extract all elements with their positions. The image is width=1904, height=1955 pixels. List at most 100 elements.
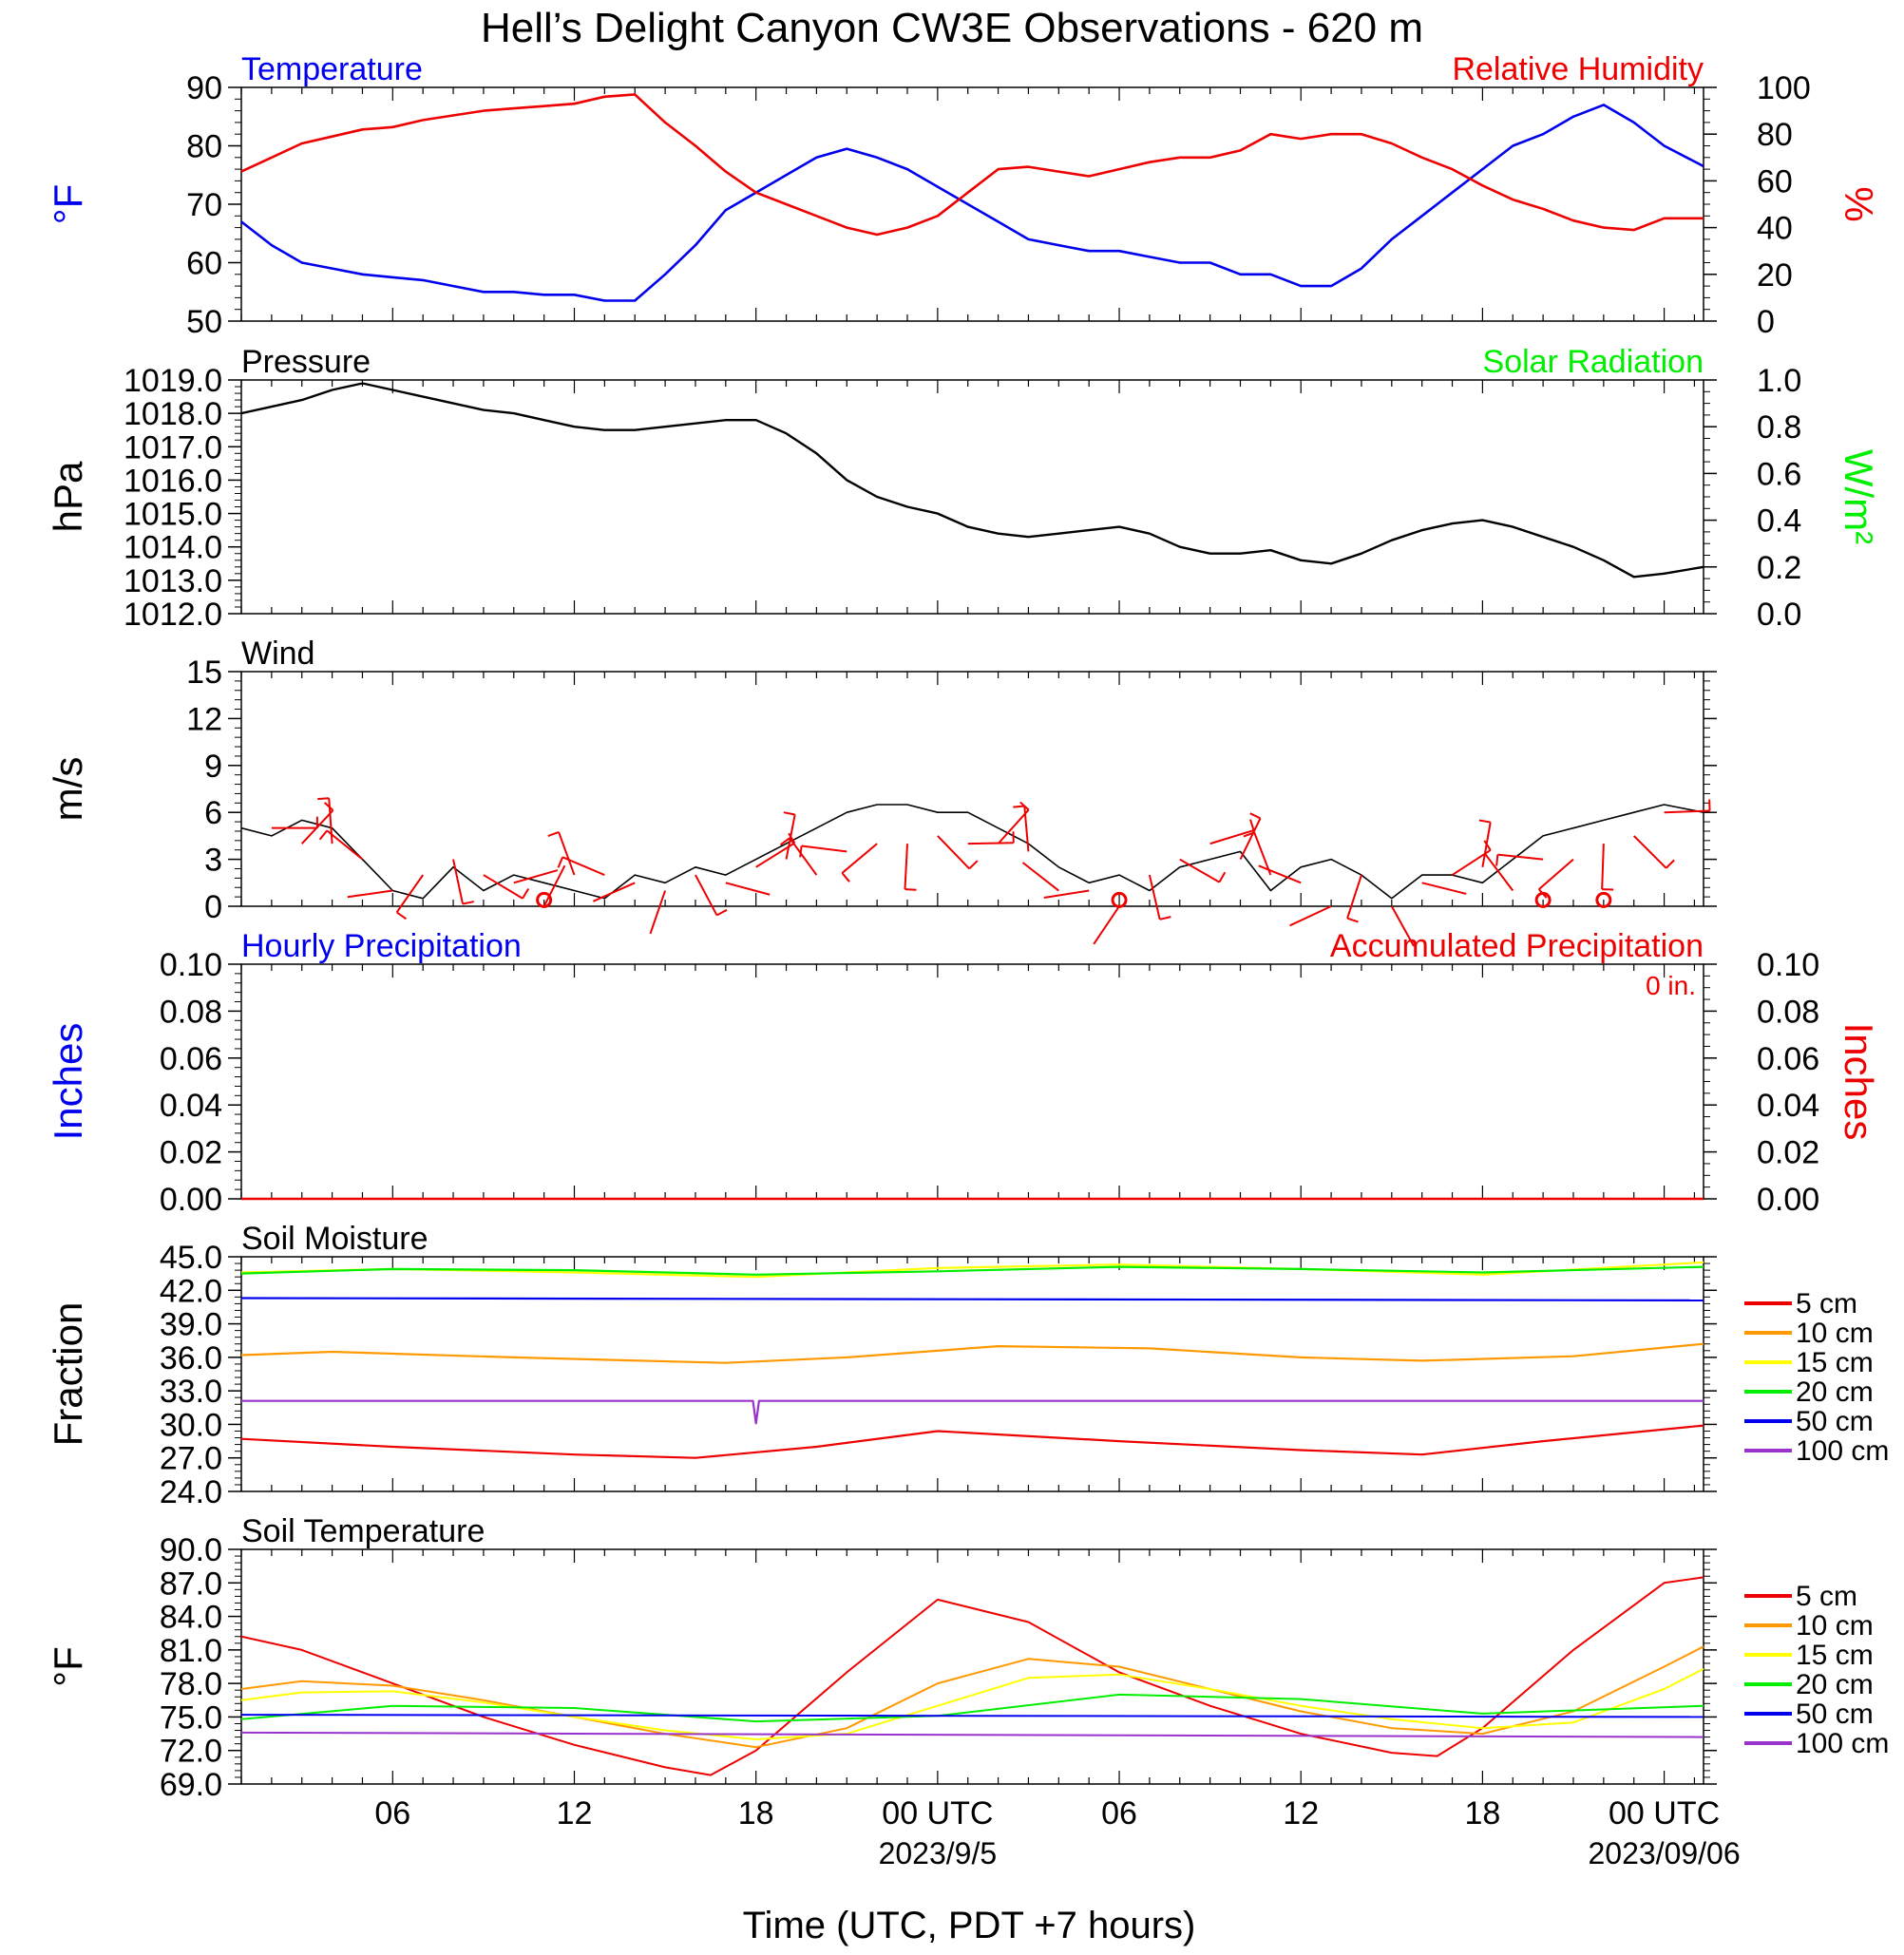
y-tick-label: 3 xyxy=(204,843,222,879)
wind-barb-flag xyxy=(716,908,728,917)
y-tick-label: 6 xyxy=(204,795,222,831)
temp_rh-series-1 xyxy=(240,93,1704,237)
y-tick-label-right: 0.8 xyxy=(1757,409,1801,446)
y-tick-label: 42.0 xyxy=(160,1273,222,1309)
wind-barb-flag xyxy=(557,856,564,868)
precip-left-ylabel: Inches xyxy=(46,1023,90,1141)
wind-barb xyxy=(543,864,566,907)
wind-barb xyxy=(904,844,908,890)
soil_moisture-left-title: Soil Moisture xyxy=(241,1221,428,1257)
soil_moisture-series-4 xyxy=(240,1424,1704,1459)
y-tick-label: 90.0 xyxy=(160,1532,222,1568)
legend-label: 100 cm xyxy=(1796,1435,1889,1467)
wind-barb xyxy=(695,874,718,916)
y-tick-label-right: 0.06 xyxy=(1757,1041,1819,1077)
calm-wind-marker xyxy=(1534,891,1552,908)
y-tick-label: 30.0 xyxy=(160,1407,222,1443)
soil_temperature-series-10 xyxy=(240,1576,1704,1776)
y-tick-label-right: 0 xyxy=(1757,304,1775,340)
y-tick-label: 80 xyxy=(186,129,222,165)
wind-barb xyxy=(1209,829,1254,845)
y-tick-label: 0.04 xyxy=(160,1088,222,1124)
y-tick-label-right: 0.08 xyxy=(1757,994,1819,1030)
y-tick-label: 12 xyxy=(186,701,222,737)
wind-barb xyxy=(592,882,636,902)
wind-barb xyxy=(1481,822,1492,868)
y-tick-label-right: 0.0 xyxy=(1757,597,1801,633)
wind-barb-flag xyxy=(1159,916,1171,921)
x-tick-label: 00 UTC xyxy=(1609,1795,1720,1832)
wind-barb xyxy=(326,829,364,861)
wind-barb-flag xyxy=(1218,871,1227,883)
soil_moisture-left-ylabel: Fraction xyxy=(46,1302,90,1447)
pressure-left-title: Pressure xyxy=(241,344,371,380)
y-tick-label: 1012.0 xyxy=(124,597,222,633)
y-tick-label: 1016.0 xyxy=(124,463,222,499)
wind-barb xyxy=(1043,889,1090,900)
soil_moisture-series-8 xyxy=(240,1297,1704,1302)
wind-barb xyxy=(1258,864,1302,884)
soil_moisture-frame xyxy=(240,1256,1704,1492)
wind-barb-flag xyxy=(1478,819,1491,824)
y-tick-label: 1017.0 xyxy=(124,429,222,465)
wind-barb xyxy=(801,845,847,853)
soil-moisture-panel: 24.027.030.033.036.039.042.045.0 Soil Moi… xyxy=(46,1221,1717,1510)
y-tick-label-right: 1.0 xyxy=(1757,363,1801,399)
legend-label: 10 cm xyxy=(1796,1318,1874,1349)
y-tick-label: 39.0 xyxy=(160,1307,222,1343)
soil_temperature-left-title: Soil Temperature xyxy=(241,1513,485,1549)
wind-barb xyxy=(1421,882,1467,895)
soil_temperature-frame xyxy=(240,1548,1704,1785)
y-tick-label: 27.0 xyxy=(160,1441,222,1477)
y-tick-label-right: 0.4 xyxy=(1757,503,1801,540)
chart-title: Hell’s Delight Canyon CW3E Observations … xyxy=(481,5,1423,51)
legend-label: 100 cm xyxy=(1796,1728,1889,1759)
temp_rh-right-title: Relative Humidity xyxy=(1452,51,1704,87)
y-tick-label: 1013.0 xyxy=(124,563,222,599)
wind-barb xyxy=(347,889,393,899)
pressure-frame xyxy=(240,379,1704,615)
x-tick-label: 06 xyxy=(1101,1795,1137,1832)
x-axis-labels: 06 12 18 00 UTC 06 12 18 00 UTC 2023/9/5 2023/09/… xyxy=(374,1795,1740,1870)
wind-barb-flag xyxy=(1483,840,1492,851)
soil_temperature-series-11 xyxy=(240,1645,1704,1749)
x-tick-label: 12 xyxy=(1283,1795,1319,1832)
wind-barb-flag xyxy=(1249,819,1255,831)
y-tick-label: 0.10 xyxy=(160,947,222,983)
soil_moisture-series-9 xyxy=(241,1399,1704,1425)
wind-barb xyxy=(841,843,878,874)
wind-barb xyxy=(725,882,771,896)
wind-barb xyxy=(1484,853,1514,892)
wind-barb-flag xyxy=(779,837,790,846)
wind-barb xyxy=(1538,858,1574,890)
wind-barb-flag xyxy=(547,831,560,838)
precip-right-title: Accumulated Precipitation xyxy=(1330,928,1704,964)
legend-label: 15 cm xyxy=(1796,1347,1874,1378)
x-tick-label: 00 UTC xyxy=(882,1795,993,1832)
soil_moisture-series-7 xyxy=(240,1265,1704,1276)
wind-left-title: Wind xyxy=(241,636,314,672)
legend-label: 5 cm xyxy=(1796,1581,1857,1612)
wind-barb xyxy=(789,837,818,876)
wind-barb xyxy=(967,842,1014,845)
y-tick-label: 1014.0 xyxy=(124,530,222,566)
pressure-series-2 xyxy=(240,382,1704,579)
y-tick-label-right: 20 xyxy=(1757,257,1793,294)
soil_moisture-series-5 xyxy=(240,1342,1704,1364)
y-tick-label-right: 60 xyxy=(1757,163,1793,199)
y-tick-label-right: 0.00 xyxy=(1757,1182,1819,1218)
y-tick-label: 87.0 xyxy=(160,1566,222,1602)
wind-barb xyxy=(937,835,970,870)
y-tick-label: 9 xyxy=(204,749,222,785)
wind-barb-flag xyxy=(396,911,408,921)
y-tick-label: 0.06 xyxy=(160,1041,222,1077)
legend-label: 5 cm xyxy=(1796,1288,1857,1319)
y-tick-label: 0.08 xyxy=(160,994,222,1030)
wind-left-ylabel: m/s xyxy=(46,757,90,822)
precip-frame xyxy=(240,963,1704,1200)
wind-barb xyxy=(562,856,605,876)
y-tick-label: 1015.0 xyxy=(124,497,222,533)
wind-barb xyxy=(452,859,465,904)
wind-barb xyxy=(1664,809,1710,814)
